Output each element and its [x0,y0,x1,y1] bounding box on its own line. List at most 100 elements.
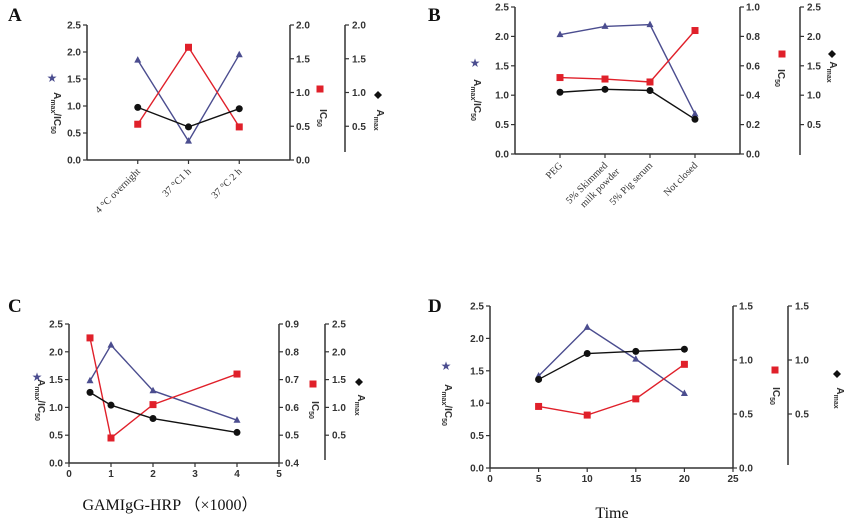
amax-y-axis-label: Amax [832,387,845,408]
data-point-ic50 [233,370,241,378]
data-point-left [556,30,564,38]
amax-y-tick-label: 1.0 [795,356,809,367]
ic50-y-tick-label: 1.0 [739,356,753,367]
data-point-ic50 [601,75,609,83]
left-y-tick-label: 1.5 [67,75,81,86]
series-line-left [89,343,238,421]
data-point-ic50 [149,401,157,409]
left-y-tick-label: 1.0 [49,403,63,414]
series-line-amax [559,88,696,120]
ic50-y-tick-label: 0.0 [746,150,760,161]
data-point-ic50 [86,334,94,342]
amax-y-tick-label: 1.0 [352,88,366,99]
series-line-left [538,326,685,395]
series-line-amax [538,348,685,381]
panel-letter-b: B [428,5,441,26]
x-category-label: Not closed [662,160,700,198]
left-y-tick-label: 2.0 [495,32,509,43]
data-point-amax [583,350,591,358]
amax-y-tick-label: 0.5 [795,410,809,421]
left-y-tick-label: 0.0 [67,156,81,167]
data-point-amax [646,86,654,94]
amax-y-tick-label: 2.5 [807,3,821,14]
panel-letter-a: A [8,5,22,26]
data-point-amax [601,85,609,93]
left-y-tick-label: 1.0 [470,399,484,410]
x-tick-label: 0 [66,469,72,480]
chart-panel-a: 0.0 0.5 1.0 1.5 2.0 2.5 4 °C overnight 37 °C1 h… [47,21,385,216]
data-point-amax [134,103,142,111]
ic50-y-tick-label: 0.5 [285,431,299,442]
amax-y-tick-label: 0.5 [332,431,346,442]
series-line-left [559,23,696,115]
legend-star-icon: ★ [470,56,481,70]
amax-y-tick-label: 0.5 [352,122,366,133]
ic50-y-tick-label: 0.7 [285,375,299,386]
data-point-ic50 [680,360,688,368]
data-point-amax [680,345,688,353]
amax-y-tick-label: 2.0 [332,347,346,358]
ic50-y-tick-label: 1.5 [296,54,310,65]
x-tick-label: 15 [630,474,642,485]
data-point-ic50 [535,402,543,410]
data-point-ic50 [235,123,243,131]
data-point-ic50 [632,395,640,403]
x-tick-label: 25 [727,474,739,485]
legend-diamond-icon [833,370,841,378]
data-point-amax [691,115,699,123]
x-tick-label: 5 [536,474,542,485]
left-y-tick-label: 0.5 [495,120,509,131]
amax-y-tick-label: 1.5 [795,302,809,313]
x-tick-label: 5 [276,469,282,480]
left-y-tick-label: 0.0 [495,150,509,161]
ic50-y-tick-label: 0.2 [746,120,760,131]
amax-y-tick-label: 1.5 [807,61,821,72]
series-line-ic50 [89,337,238,440]
ic50-y-tick-label: 0.5 [296,122,310,133]
data-point-left [235,50,243,58]
ic50-y-tick-label: 1.0 [296,88,310,99]
left-y-axis-label: Amax/IC50 [33,379,46,421]
ic50-y-tick-label: 0.6 [746,61,760,72]
left-y-tick-label: 1.5 [495,61,509,72]
data-point-left [134,56,142,63]
ic50-y-tick-label: 1.5 [739,302,753,313]
amax-y-tick-label: 1.5 [352,54,366,65]
data-point-left [107,341,115,348]
data-point-left [691,110,699,117]
data-point-amax [556,88,564,96]
ic50-y-tick-label: 0.4 [746,91,760,102]
data-point-ic50 [583,411,591,419]
data-point-amax [185,123,192,131]
ic50-y-axis-label: IC50 [315,109,328,127]
amax-y-tick-label: 2.0 [352,21,366,32]
data-point-left [86,376,94,384]
left-y-tick-label: 1.0 [67,102,81,113]
ic50-y-tick-label: 0.5 [739,410,753,421]
legend-star-icon: ★ [47,71,58,85]
left-y-tick-label: 0.0 [470,464,484,475]
data-point-amax [632,347,640,355]
x-tick-label: 4 [234,469,240,480]
series-line-amax [89,391,238,434]
left-y-tick-label: 0.5 [49,431,63,442]
ic50-y-tick-label: 2.0 [296,21,310,32]
ic50-y-axis-label: IC50 [773,69,786,87]
amax-y-tick-label: 1.0 [807,91,821,102]
legend-diamond-icon [828,50,836,58]
data-point-amax [149,415,157,423]
left-y-tick-label: 1.5 [470,366,484,377]
legend-square-icon [309,380,317,388]
data-point-left [646,20,654,28]
left-y-tick-label: 2.5 [49,320,63,331]
ic50-y-tick-label: 0.9 [285,320,299,331]
x-tick-label: 10 [582,474,594,485]
series-line-ic50 [538,363,685,416]
left-y-axis-label: Amax/IC50 [440,384,453,426]
ic50-y-tick-label: 1.0 [746,3,760,14]
x-axis-title-d: Time [595,505,628,522]
legend-square-icon [778,50,786,58]
data-point-ic50 [185,43,192,51]
